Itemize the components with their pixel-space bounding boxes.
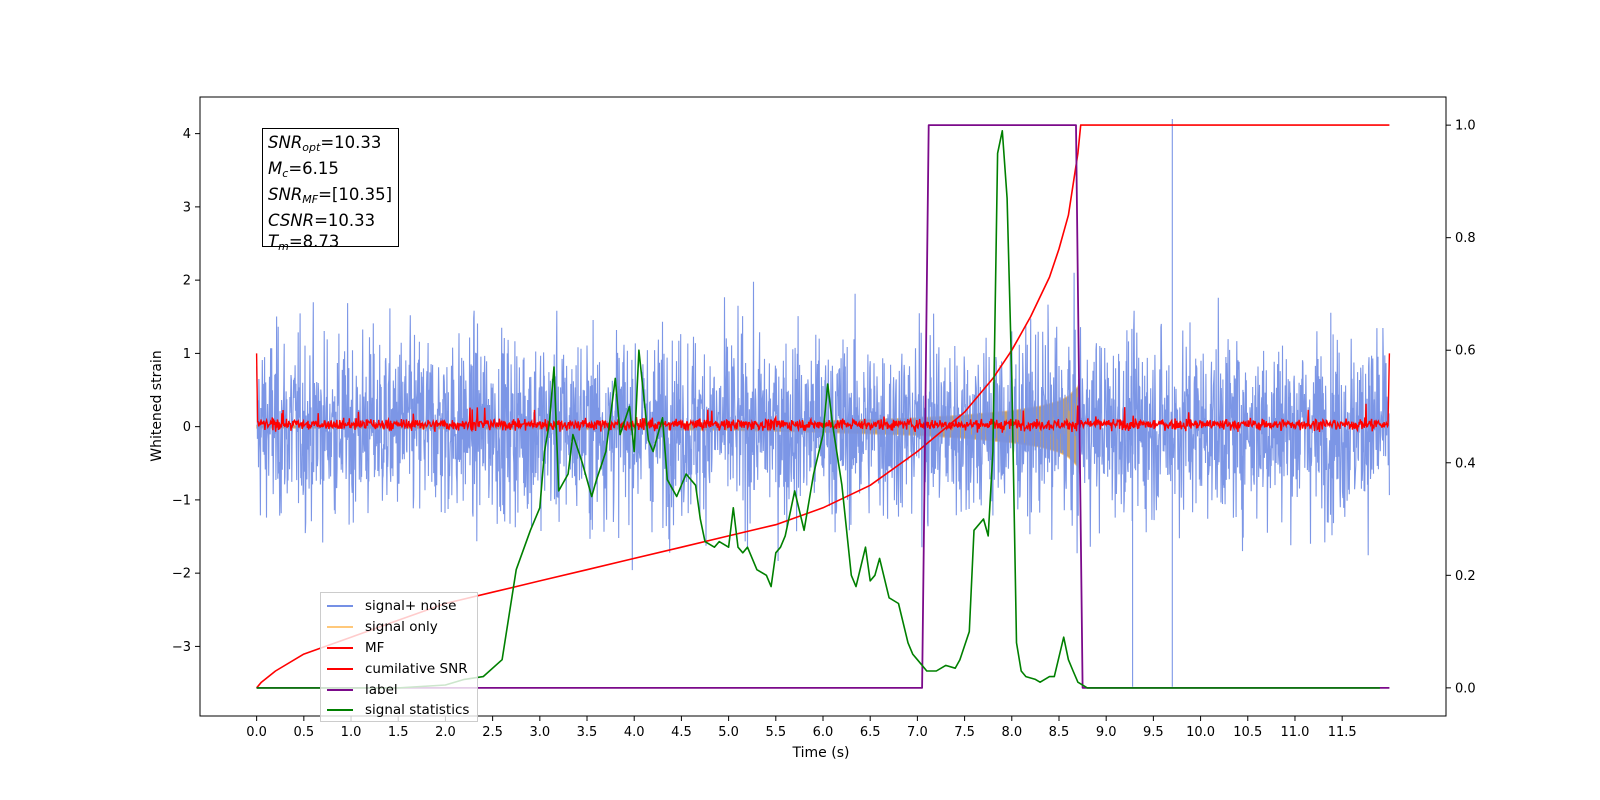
y-ticks-left: 4 3 2 1 0 −1 −2 −3: [172, 127, 200, 655]
y-left-tick-label: 0: [183, 420, 191, 435]
x-tick-label: 9.0: [1096, 725, 1117, 740]
mc-line: Mc=6.15: [268, 159, 339, 180]
x-tick-label: 8.5: [1049, 725, 1070, 740]
snr-mf-line: SNRMF=[10.35]: [268, 185, 393, 206]
x-tick-label: 5.5: [765, 725, 786, 740]
x-tick-label: 3.0: [529, 725, 550, 740]
legend-item-signal-only: signal only: [327, 617, 471, 638]
legend-item-mf: MF: [327, 638, 471, 659]
y-left-tick-label: −2: [172, 567, 191, 582]
x-tick-label: 1.5: [388, 725, 409, 740]
x-tick-label: 0.0: [246, 725, 267, 740]
legend-swatch-mf: [327, 646, 353, 649]
y-left-tick-label: −1: [172, 493, 191, 508]
x-tick-label: 5.0: [718, 725, 739, 740]
x-tick-label: 11.0: [1280, 725, 1309, 740]
legend-label-label: label: [365, 681, 398, 698]
metrics-annotation-box: SNRopt=10.33 Mc=6.15 SNRMF=[10.35] CSNR=…: [262, 128, 399, 253]
snr-opt-value: =10.33: [320, 133, 382, 152]
x-tick-label: 7.0: [907, 725, 928, 740]
mc-value: =6.15: [288, 159, 339, 178]
snr-opt-line: SNRopt=10.33: [268, 133, 382, 154]
legend-item-cumulative-snr: cumilative SNR: [327, 658, 471, 679]
legend-label-signal-statistics: signal statistics: [365, 702, 470, 719]
snr-mf-value: =[10.35]: [318, 185, 393, 204]
y-right-tick-label: 0.6: [1455, 344, 1476, 359]
mf-line: [255, 353, 1391, 433]
x-tick-label: 10.0: [1186, 725, 1215, 740]
csnr-line: CSNR=10.33: [268, 211, 376, 230]
legend-swatch-signal-noise: [327, 605, 353, 608]
x-tick-label: 11.5: [1328, 725, 1357, 740]
x-tick-label: 2.5: [482, 725, 503, 740]
legend: signal+ noise signal only MF cumilative …: [320, 592, 478, 722]
signal-noise-layer: [256, 119, 1390, 687]
y-left-tick-label: 4: [183, 127, 191, 142]
legend-item-signal-noise: signal+ noise: [327, 596, 471, 617]
x-tick-label: 9.5: [1143, 725, 1164, 740]
tm-line: Tm=8.73: [268, 232, 340, 253]
x-tick-label: 10.5: [1233, 725, 1262, 740]
csnr-value: =10.33: [314, 211, 376, 230]
tm-value: =8.73: [288, 232, 340, 251]
mf-layer: [255, 353, 1391, 433]
y-right-tick-label: 0.4: [1455, 456, 1476, 471]
y-left-tick-label: −3: [172, 640, 191, 655]
y-right-tick-label: 0.2: [1455, 569, 1476, 584]
y-left-tick-label: 1: [183, 347, 191, 362]
x-axis-title: Time (s): [792, 745, 850, 761]
legend-label-signal-only: signal only: [365, 619, 438, 636]
x-tick-label: 2.0: [435, 725, 456, 740]
legend-swatch-signal-only: [327, 626, 353, 629]
y-right-tick-label: 1.0: [1455, 119, 1476, 134]
x-tick-label: 7.5: [954, 725, 975, 740]
y-left-tick-label: 3: [183, 200, 191, 215]
x-ticks: 0.0 0.5 1.0 1.5 2.0 2.5 3.0 3.5 4.0 4.5 5.0 5.5 6.0 6…: [246, 716, 1357, 740]
x-tick-label: 6.5: [860, 725, 881, 740]
y-right-tick-label: 0.0: [1455, 681, 1476, 696]
y-right-tick-label: 0.8: [1455, 231, 1476, 246]
x-tick-label: 3.5: [577, 725, 598, 740]
x-tick-label: 4.5: [671, 725, 692, 740]
y-axis-title: Whitened strain: [149, 350, 165, 461]
x-tick-label: 0.5: [293, 725, 314, 740]
signal-noise-line: [256, 119, 1390, 687]
x-tick-label: 4.0: [624, 725, 645, 740]
y-ticks-right: 1.0 0.8 0.6 0.4 0.2 0.0: [1446, 119, 1476, 696]
signal-statistics-line: [256, 130, 1380, 689]
legend-swatch-cumulative-snr: [327, 667, 353, 670]
legend-label-cumulative-snr: cumilative SNR: [365, 660, 468, 677]
legend-swatch-signal-statistics: [327, 709, 353, 712]
x-tick-label: 6.0: [813, 725, 834, 740]
legend-item-signal-statistics: signal statistics: [327, 700, 471, 721]
legend-item-label: label: [327, 679, 471, 700]
x-tick-label: 8.0: [1001, 725, 1022, 740]
y-left-tick-label: 2: [183, 274, 191, 289]
legend-swatch-label: [327, 688, 353, 691]
x-tick-label: 1.0: [341, 725, 362, 740]
legend-label-signal-noise: signal+ noise: [365, 598, 457, 615]
legend-label-mf: MF: [365, 639, 385, 656]
